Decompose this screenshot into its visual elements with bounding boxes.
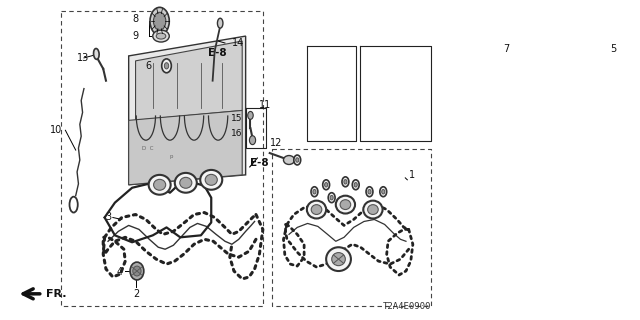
Text: FR.: FR. xyxy=(46,289,67,299)
Ellipse shape xyxy=(367,205,378,214)
Ellipse shape xyxy=(153,30,169,42)
Text: 2: 2 xyxy=(133,289,140,299)
Text: 7: 7 xyxy=(503,44,509,54)
Circle shape xyxy=(294,155,301,165)
Circle shape xyxy=(605,73,609,79)
Text: 4: 4 xyxy=(117,267,123,277)
Ellipse shape xyxy=(200,170,222,190)
Text: 8: 8 xyxy=(133,14,139,24)
Text: 13: 13 xyxy=(77,53,90,63)
Circle shape xyxy=(330,196,333,200)
Circle shape xyxy=(602,69,612,83)
Circle shape xyxy=(502,59,511,71)
Text: 10: 10 xyxy=(50,125,62,135)
Circle shape xyxy=(328,193,335,203)
Text: D  C: D C xyxy=(143,146,154,151)
Polygon shape xyxy=(129,36,246,185)
Text: 6: 6 xyxy=(145,61,152,71)
Ellipse shape xyxy=(336,196,355,213)
Circle shape xyxy=(344,180,347,184)
Polygon shape xyxy=(129,110,242,185)
Circle shape xyxy=(164,63,169,69)
Text: 15: 15 xyxy=(230,114,242,123)
Ellipse shape xyxy=(307,201,326,219)
Circle shape xyxy=(296,158,299,162)
Text: 5: 5 xyxy=(611,44,617,54)
Ellipse shape xyxy=(364,201,383,219)
Circle shape xyxy=(154,12,166,30)
Circle shape xyxy=(618,73,623,79)
Ellipse shape xyxy=(205,174,218,185)
Text: p: p xyxy=(170,154,173,159)
Circle shape xyxy=(616,69,625,83)
Circle shape xyxy=(324,182,328,187)
Text: T2A4E0900: T2A4E0900 xyxy=(383,302,431,311)
Ellipse shape xyxy=(340,200,351,210)
Circle shape xyxy=(352,180,359,190)
Ellipse shape xyxy=(154,179,166,190)
Text: 14: 14 xyxy=(232,38,244,48)
Circle shape xyxy=(150,7,169,35)
Circle shape xyxy=(381,189,385,194)
Polygon shape xyxy=(136,41,242,120)
Ellipse shape xyxy=(502,106,511,115)
Circle shape xyxy=(368,189,371,194)
Ellipse shape xyxy=(130,262,144,280)
Circle shape xyxy=(162,59,172,73)
Ellipse shape xyxy=(607,99,621,112)
Text: 3: 3 xyxy=(106,212,111,222)
Text: 12: 12 xyxy=(271,138,283,148)
Ellipse shape xyxy=(148,175,171,195)
Circle shape xyxy=(342,177,349,187)
Circle shape xyxy=(366,187,373,197)
Circle shape xyxy=(313,189,316,194)
Text: 16: 16 xyxy=(230,129,242,138)
Ellipse shape xyxy=(498,102,515,118)
Ellipse shape xyxy=(175,173,196,193)
Text: E-8: E-8 xyxy=(250,158,268,168)
Text: E-8: E-8 xyxy=(208,48,227,58)
Ellipse shape xyxy=(218,18,223,28)
Ellipse shape xyxy=(133,266,141,276)
Ellipse shape xyxy=(311,205,322,214)
Ellipse shape xyxy=(284,156,294,164)
Ellipse shape xyxy=(326,247,351,271)
Ellipse shape xyxy=(332,252,346,266)
Circle shape xyxy=(311,187,318,197)
Ellipse shape xyxy=(156,33,166,39)
Circle shape xyxy=(248,111,253,119)
Circle shape xyxy=(354,182,357,187)
Text: 11: 11 xyxy=(259,100,271,110)
Circle shape xyxy=(250,136,255,145)
Ellipse shape xyxy=(180,177,192,188)
Ellipse shape xyxy=(93,49,99,59)
Circle shape xyxy=(323,180,330,190)
Ellipse shape xyxy=(602,93,626,117)
Circle shape xyxy=(380,187,387,197)
Text: 1: 1 xyxy=(409,170,415,180)
Text: 9: 9 xyxy=(133,31,139,41)
